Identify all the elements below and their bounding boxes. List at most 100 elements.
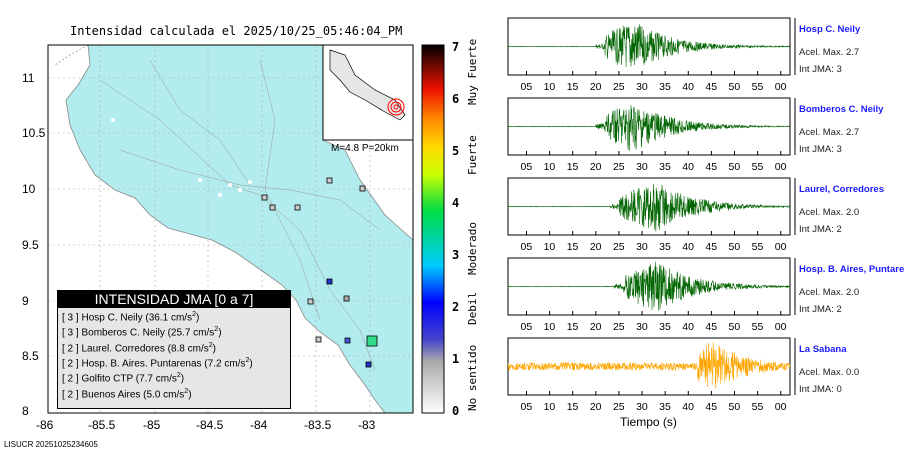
waveform-trace	[507, 342, 791, 389]
waveform-trace	[508, 24, 790, 67]
time-tick-label: 00	[774, 241, 787, 253]
legend-title: INTENSIDAD JMA [0 a 7]	[58, 291, 290, 308]
time-tick-label: 35	[659, 321, 671, 333]
intensity-colorbar	[421, 44, 445, 414]
time-tick-label: 05	[520, 241, 533, 253]
time-tick-label: 50	[728, 401, 741, 413]
y-tick-label: 9.5	[22, 238, 39, 252]
legend-intensity: [ 2 ]	[62, 388, 79, 400]
time-tick-label: 15	[566, 321, 579, 333]
station-name: Hosp. B. Aires, Puntare	[799, 264, 905, 275]
time-tick-label: 10	[543, 241, 556, 253]
time-tick-label: 20	[589, 401, 602, 413]
legend-sup: 2	[192, 311, 196, 318]
station-intensity: Int JMA: 2	[799, 304, 842, 315]
time-tick-label: 20	[589, 161, 602, 173]
time-tick-label: 45	[705, 161, 718, 173]
legend-end: )	[212, 342, 216, 354]
time-tick-label: 10	[543, 161, 556, 173]
station-max-accel: Acel. Max. 2.7	[799, 47, 860, 58]
time-tick-label: 50	[728, 321, 741, 333]
legend-sup: 2	[184, 387, 189, 395]
x-tick-label: -83.5	[304, 418, 332, 432]
time-tick-label: 00	[774, 401, 787, 413]
station-name: Laurel, Corredores	[799, 184, 884, 195]
station-max-accel: Acel. Max. 2.0	[799, 287, 860, 298]
station-intensity: Int JMA: 2	[799, 224, 842, 235]
time-tick-label: 55	[751, 81, 764, 93]
colorbar-tick: 3	[452, 248, 460, 262]
colorbar-tick: 1	[452, 352, 460, 366]
inset-label: M=4.8 P=20km	[331, 143, 399, 154]
station-name: Bomberos C. Neily	[799, 104, 884, 115]
legend-intensity: [ 2 ]	[62, 358, 79, 370]
legend-end: )	[188, 388, 192, 400]
time-tick-label: 55	[751, 401, 764, 413]
time-tick-label: 40	[682, 241, 694, 253]
y-tick-label: 9	[22, 294, 29, 308]
time-tick-label: 40	[682, 321, 694, 333]
legend-item: [ 3 ] Hosp C. Neily (36.1 cm/s2)	[62, 311, 290, 323]
legend-station: Laurel. Corredores (8.8 cm/s	[81, 342, 209, 354]
time-tick-label: 15	[566, 401, 579, 413]
legend-sup: 2	[214, 326, 219, 334]
station-max-accel: Acel. Max. 2.7	[799, 127, 860, 138]
station-intensity: Int JMA: 3	[799, 64, 842, 75]
legend-sup: 2	[208, 341, 213, 349]
y-tick-label: 10.5	[22, 126, 46, 140]
time-tick-label: 55	[751, 161, 764, 173]
time-tick-label: 40	[682, 161, 694, 173]
footer-id: LISUCR 20251025234605	[4, 440, 98, 449]
time-tick-label: 30	[636, 81, 648, 93]
x-tick-label: -85.5	[88, 418, 116, 432]
legend-station: Golfito CTP (7.7 cm/s	[81, 373, 177, 385]
y-tick-label: 11	[22, 71, 35, 85]
x-tick-label: -85	[143, 418, 161, 432]
time-tick-label: 15	[566, 241, 579, 253]
time-tick-label: 45	[705, 81, 718, 93]
time-tick-label: 30	[636, 321, 648, 333]
station-max-accel: Acel. Max. 0.0	[799, 367, 860, 378]
legend-intensity: [ 3 ]	[62, 327, 79, 339]
time-tick-label: 25	[612, 321, 625, 333]
time-tick-label: 25	[612, 401, 625, 413]
time-tick-label: 55	[751, 321, 764, 333]
time-tick-label: 20	[589, 321, 602, 333]
time-tick-label: 35	[659, 81, 671, 93]
time-tick-label: 50	[728, 241, 741, 253]
legend-intensity: [ 2 ]	[62, 342, 79, 354]
x-tick-label: -86	[36, 418, 54, 432]
city-dots	[111, 118, 252, 197]
time-tick-label: 45	[705, 321, 718, 333]
time-tick-label: 40	[682, 81, 694, 93]
waveform-trace	[507, 105, 791, 151]
legend-station: Hosp. B. Aires. Puntarenas (7.2 cm/s	[81, 358, 246, 370]
time-tick-label: 25	[612, 161, 625, 173]
time-tick-label: 35	[659, 241, 671, 253]
colorbar-tick: 7	[452, 40, 460, 54]
legend-sup: 2	[176, 372, 181, 380]
station-intensity: Int JMA: 0	[799, 384, 842, 395]
time-tick-label: 30	[636, 161, 648, 173]
y-tick-label: 10	[22, 182, 36, 196]
legend-item: [ 3 ] Bomberos C. Neily (25.7 cm/s2)	[62, 326, 290, 338]
time-tick-label: 20	[589, 81, 602, 93]
station-intensity: Int JMA: 3	[799, 144, 842, 155]
colorbar-tick: 6	[452, 92, 460, 106]
legend-item: [ 2 ] Hosp. B. Aires. Puntarenas (7.2 cm…	[62, 357, 290, 369]
time-tick-label: 05	[520, 321, 533, 333]
intensity-legend: INTENSIDAD JMA [0 a 7] [ 3 ] Hosp C. Nei…	[57, 290, 291, 409]
y-tick-label: 8	[22, 404, 29, 418]
map-title: Intensidad calculada el 2025/10/25_05:46…	[70, 24, 403, 38]
legend-end: )	[218, 327, 222, 339]
x-tick-label: -83	[358, 418, 376, 432]
time-tick-label: 15	[566, 161, 579, 173]
legend-end: )	[180, 373, 185, 385]
waveform-xlabel: Tiempo (s)	[620, 415, 677, 429]
legend-item: [ 2 ] Buenos Aires (5.0 cm/s2)	[62, 388, 290, 400]
time-tick-label: 00	[774, 81, 787, 93]
waveform-trace	[507, 261, 790, 311]
time-tick-label: 35	[659, 401, 671, 413]
time-tick-label: 45	[705, 241, 718, 253]
